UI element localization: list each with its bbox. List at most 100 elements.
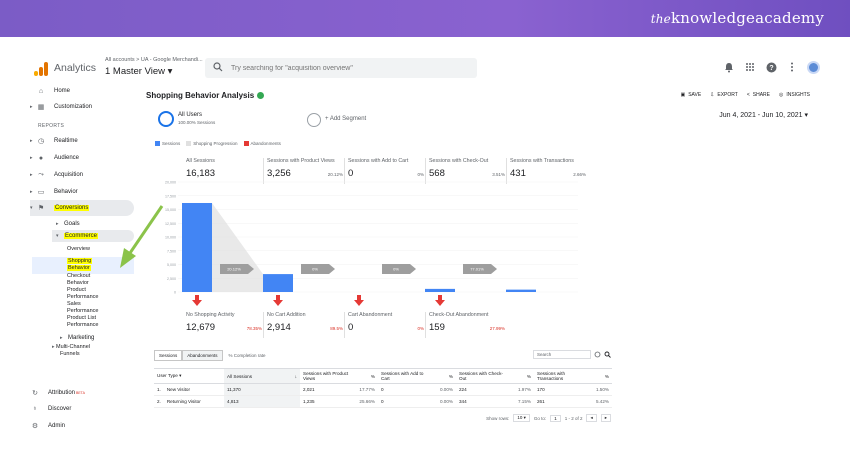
- metric-no-cart-addition: No Cart Addition 2,914 89.5%: [267, 312, 347, 340]
- row-add-to-cart: 0: [378, 395, 432, 408]
- sidebar-item-conversions[interactable]: ▾ ⚑ Conversions: [30, 202, 90, 214]
- metric-add-to-cart: Sessions with Add to Cart 0 0%: [348, 158, 428, 186]
- col-product-views-pct[interactable]: %: [354, 368, 378, 384]
- prev-page-button[interactable]: ◂: [586, 414, 597, 422]
- metric-value: 0: [348, 322, 354, 333]
- share-button[interactable]: < SHARE: [747, 92, 770, 98]
- progression-label: 77.01%: [470, 267, 484, 272]
- y-tick-label: 0: [174, 291, 176, 295]
- account-breadcrumb[interactable]: All accounts > UA - Google Merchandi...: [105, 57, 203, 63]
- funnel-bar-1: [263, 274, 293, 292]
- progression-label: 0%: [393, 267, 399, 272]
- col-add-to-cart-pct[interactable]: %: [432, 368, 456, 384]
- sidebar-item-behavior[interactable]: ▸ ▭ Behavior: [30, 186, 78, 198]
- beta-badge: BETA: [76, 391, 85, 395]
- insights-button[interactable]: ◎ INSIGHTS: [779, 92, 810, 98]
- brand-name: knowledgeacademy: [670, 9, 824, 27]
- sidebar-item-multi-channel-funnels[interactable]: ▸ Multi-Channel Funnels: [52, 344, 90, 358]
- reports-section-label: REPORTS: [38, 123, 65, 129]
- sidebar-item-goals[interactable]: ▸ Goals: [56, 218, 80, 230]
- more-vert-icon[interactable]: [786, 60, 798, 74]
- sidebar-item-realtime[interactable]: ▸ ◷ Realtime: [30, 135, 78, 147]
- sidebar-item-label: Admin: [48, 423, 66, 429]
- col-transactions-pct[interactable]: %: [588, 368, 612, 384]
- sidebar-item-sales-performance[interactable]: Sales Performance: [67, 301, 99, 315]
- progression-label: 0%: [312, 267, 318, 272]
- sidebar-item-product-performance[interactable]: Product Performance: [67, 287, 99, 301]
- avatar[interactable]: [807, 60, 820, 74]
- report-table: Sessions Abandonments % Completion rate …: [150, 346, 617, 426]
- chart-legend: Sessions Shopping Progression Abandonmen…: [155, 141, 281, 147]
- table-header-row: User Type ▾ All Sessions ↓ Sessions with…: [154, 368, 612, 384]
- sidebar-item-marketing[interactable]: ▸ Marketing: [60, 332, 94, 344]
- caret-right-icon: ▸: [30, 138, 33, 144]
- metric-label: Cart Abandonment: [348, 312, 393, 318]
- help-icon[interactable]: ?: [765, 60, 777, 74]
- col-transactions[interactable]: Sessions with Transactions: [534, 368, 588, 384]
- row-transactions-pct: 1.50%: [588, 383, 612, 396]
- col-check-out-pct[interactable]: %: [510, 368, 534, 384]
- progression-arrow: [301, 264, 335, 274]
- tab-abandonments[interactable]: Abandonments: [182, 350, 223, 361]
- analytics-logo-icon[interactable]: [34, 62, 48, 76]
- sidebar-item-label: Realtime: [54, 138, 78, 144]
- sidebar-item-acquisition[interactable]: ▸ ⤳ Acquisition: [30, 169, 83, 181]
- search-bar[interactable]: [205, 58, 477, 78]
- sidebar-item-customization[interactable]: ▸ ▦ Customization: [30, 101, 92, 113]
- apps-grid-icon[interactable]: [744, 60, 756, 74]
- insights-label: INSIGHTS: [786, 92, 810, 98]
- bell-icon[interactable]: [723, 60, 735, 74]
- settings-circle-icon[interactable]: [594, 351, 601, 358]
- export-button[interactable]: ⇩ EXPORT: [710, 92, 738, 98]
- abandon-arrow-icon: [192, 300, 202, 306]
- legend-label: Abandonments: [250, 141, 281, 146]
- show-rows-select[interactable]: 10 ▾: [513, 414, 530, 422]
- sidebar-item-label: Audience: [54, 155, 80, 161]
- next-page-button[interactable]: ▸: [600, 414, 611, 422]
- data-table: User Type ▾ All Sessions ↓ Sessions with…: [154, 368, 612, 408]
- search-input[interactable]: [231, 61, 471, 75]
- sidebar-item-audience[interactable]: ▸ ● Audience: [30, 152, 79, 164]
- metric-label: Sessions with Product Views: [267, 158, 335, 164]
- col-add-to-cart[interactable]: Sessions with Add to Cart: [378, 368, 432, 384]
- tab-sessions[interactable]: Sessions: [154, 350, 183, 361]
- sidebar-item-ecommerce[interactable]: ▾ Ecommerce: [56, 230, 99, 242]
- sidebar-item-home[interactable]: ⌂ Home: [30, 85, 70, 97]
- sidebar-item-shopping-behavior[interactable]: Shopping Behavior: [67, 258, 93, 272]
- brand-banner: theknowledgeacademy: [0, 0, 850, 37]
- metric-pct: 89.5%: [330, 326, 343, 331]
- progression-shade: [212, 202, 263, 292]
- table-tabs: Sessions Abandonments % Completion rate: [154, 350, 266, 361]
- sidebar-item-label: Ecommerce: [64, 233, 99, 239]
- col-check-out[interactable]: Sessions with Check-Out: [456, 368, 510, 384]
- metric-value: 2,914: [267, 322, 291, 333]
- view-selector[interactable]: 1 Master View ▾: [105, 66, 173, 77]
- abandon-arrow-stem: [195, 295, 199, 300]
- save-button[interactable]: ▣ SAVE: [680, 92, 701, 98]
- sidebar-item-checkout-behavior[interactable]: Checkout Behavior: [67, 273, 90, 287]
- goto-input[interactable]: 1: [550, 414, 561, 422]
- row-user-type[interactable]: Returning Visitor: [163, 395, 224, 408]
- metric-label: Check-Out Abandonment: [429, 312, 489, 318]
- insights-icon: ◎: [779, 92, 784, 98]
- col-product-views[interactable]: Sessions with Product Views: [300, 368, 354, 384]
- date-range-picker[interactable]: Jun 4, 2021 - Jun 10, 2021 ▾: [719, 112, 808, 119]
- metric-pct: 3.51%: [492, 172, 505, 177]
- col-all-sessions[interactable]: All Sessions ↓: [224, 368, 300, 384]
- col-user-type[interactable]: User Type ▾: [154, 368, 224, 384]
- sidebar-item-product-list-performance[interactable]: Product List Performance: [67, 315, 99, 329]
- search-icon[interactable]: [604, 351, 611, 358]
- caret-down-icon: ▾: [30, 205, 33, 211]
- table-search-input[interactable]: Search: [533, 350, 591, 359]
- y-tick-label: 10,000: [165, 236, 176, 240]
- row-user-type[interactable]: New Visitor: [163, 383, 224, 396]
- tab-completion-rate[interactable]: % Completion rate: [228, 353, 266, 358]
- home-icon: ⌂: [38, 87, 44, 95]
- sidebar-item-attribution[interactable]: ↻ Attribution BETA: [30, 389, 85, 397]
- sidebar-item-overview[interactable]: Overview: [67, 246, 90, 252]
- sidebar-item-discover[interactable]: ♁ Discover: [30, 405, 71, 412]
- sidebar-item-admin[interactable]: ⚙ Admin: [30, 422, 65, 430]
- metric-value: 568: [429, 168, 445, 179]
- segment-name: All Users: [178, 112, 203, 118]
- svg-text:?: ?: [769, 65, 773, 72]
